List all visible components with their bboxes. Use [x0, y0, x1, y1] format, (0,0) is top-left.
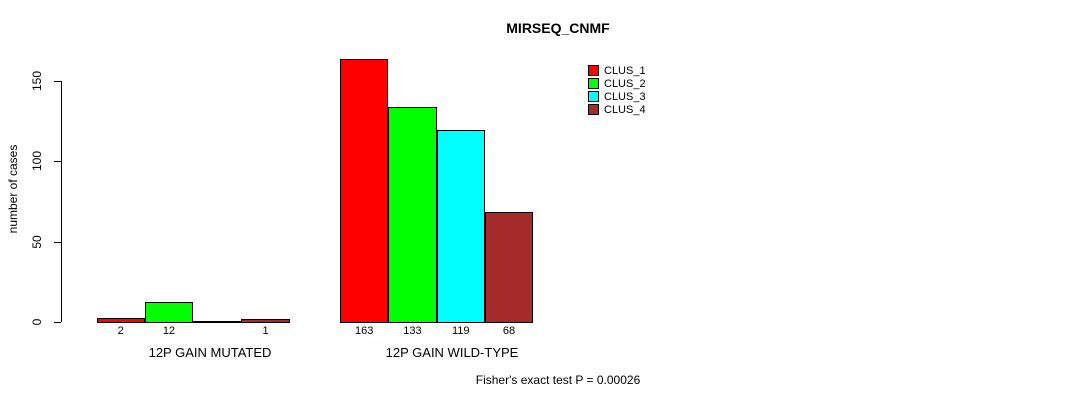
legend-swatch-clus_1 [588, 65, 599, 76]
y-tick-label: 0 [30, 318, 44, 326]
bar-clus_1-group2 [340, 59, 389, 323]
legend-swatch-clus_4 [588, 104, 599, 115]
fisher-test-annotation: Fisher's exact test P = 0.00026 [475, 373, 641, 387]
legend-swatch-clus_3 [588, 91, 599, 102]
y-tick-mark [54, 242, 61, 243]
bar-clus_2-group2 [388, 107, 437, 323]
bar-value-label: 133 [403, 325, 422, 337]
legend-label-clus_1: CLUS_1 [604, 64, 646, 77]
bar-clus_2-group1 [144, 302, 194, 323]
bar-clus_4-group1 [241, 319, 290, 323]
y-axis-line [61, 81, 62, 322]
bar-value-label: 2 [117, 325, 124, 337]
bar-clus_4-group2 [484, 212, 534, 323]
chart-title: MIRSEQ_CNMF [506, 20, 610, 36]
y-tick-label: 50 [30, 235, 44, 249]
bar-value-label: 12 [162, 325, 176, 337]
y-tick-mark [54, 161, 61, 162]
bar-clus_1-group1 [96, 318, 145, 323]
y-tick-label: 150 [30, 70, 44, 92]
bar-value-label: 68 [502, 325, 516, 337]
bar-clus_3-group2 [436, 130, 485, 323]
legend-swatch-clus_2 [588, 78, 599, 89]
y-tick-label: 100 [30, 150, 44, 172]
group-label: 12P GAIN WILD-TYPE [385, 345, 519, 360]
bar-value-label: 119 [451, 325, 470, 337]
y-tick-mark [54, 322, 61, 323]
legend-label-clus_3: CLUS_3 [604, 90, 646, 103]
bar-value-label: 163 [354, 325, 374, 337]
bar-clus_3-group1 [193, 321, 242, 323]
legend-label-clus_2: CLUS_2 [604, 77, 646, 90]
y-axis-label: number of cases [6, 144, 20, 234]
legend-label-clus_4: CLUS_4 [604, 103, 646, 116]
group-label: 12P GAIN MUTATED [148, 345, 272, 360]
y-tick-mark [54, 81, 61, 82]
bar-value-label: 1 [262, 325, 269, 337]
